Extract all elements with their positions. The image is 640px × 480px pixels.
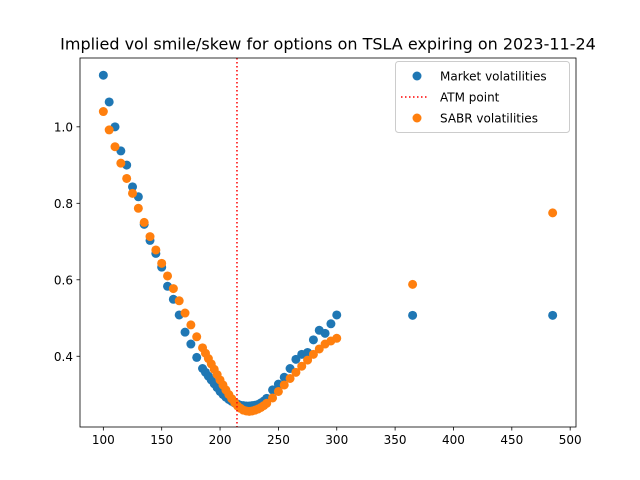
x-tick-label: 200 bbox=[209, 433, 232, 447]
series-1-point bbox=[303, 355, 313, 365]
legend-label-2: SABR volatilities bbox=[440, 112, 538, 126]
series-0-point bbox=[408, 310, 418, 320]
series-0-point bbox=[104, 97, 114, 107]
series-0-point bbox=[308, 335, 318, 345]
series-1-point bbox=[151, 245, 161, 255]
series-1-group bbox=[98, 107, 558, 416]
x-tick-label: 100 bbox=[92, 433, 115, 447]
legend-label-1: ATM point bbox=[440, 91, 500, 105]
series-1-point bbox=[104, 125, 114, 135]
series-1-point bbox=[297, 361, 307, 371]
series-1-point bbox=[408, 279, 418, 289]
series-1-point bbox=[262, 398, 272, 408]
series-1-point bbox=[133, 203, 143, 213]
series-1-point bbox=[145, 232, 155, 242]
series-0-point bbox=[98, 70, 108, 80]
y-tick-label: 0.4 bbox=[54, 350, 73, 364]
x-tick-label: 150 bbox=[150, 433, 173, 447]
series-1-point bbox=[192, 332, 202, 342]
x-tick-label: 300 bbox=[325, 433, 348, 447]
series-0-point bbox=[320, 328, 330, 338]
x-tick-label: 500 bbox=[559, 433, 582, 447]
x-tick-label: 400 bbox=[442, 433, 465, 447]
marks-layer bbox=[98, 58, 558, 427]
series-0-point bbox=[326, 319, 336, 329]
y-tick-label: 0.8 bbox=[54, 197, 73, 211]
series-1-point bbox=[128, 188, 138, 198]
series-1-point bbox=[291, 367, 301, 377]
series-1-point bbox=[273, 386, 283, 396]
legend: Market volatilities ATM point SABR volatil… bbox=[395, 61, 570, 133]
legend-label-0: Market volatilities bbox=[440, 70, 547, 84]
series-1-point bbox=[98, 107, 108, 117]
series-0-point bbox=[332, 310, 342, 320]
series-0-point bbox=[180, 327, 190, 337]
series-1-point bbox=[268, 393, 278, 403]
series-1-point bbox=[180, 308, 190, 318]
series-1-point bbox=[139, 217, 149, 227]
series-1-point bbox=[163, 271, 173, 281]
series-1-point bbox=[308, 349, 318, 359]
legend-marker-0 bbox=[412, 71, 422, 81]
series-1-point bbox=[285, 373, 295, 383]
y-tick-label: 0.6 bbox=[54, 273, 73, 287]
series-0-point bbox=[192, 352, 202, 362]
series-1-point bbox=[116, 158, 126, 168]
series-1-point bbox=[110, 142, 120, 152]
series-0-point bbox=[186, 339, 196, 349]
chart-title: Implied vol smile/skew for options on TS… bbox=[60, 35, 596, 54]
series-1-point bbox=[279, 380, 289, 390]
series-1-point bbox=[157, 258, 167, 268]
series-1-point bbox=[122, 173, 132, 183]
x-tick-label: 450 bbox=[500, 433, 523, 447]
axes-layer: 100 150 200 250 300 350 400 450 500 0.4 0.6 0.8 1.0 bbox=[54, 57, 582, 447]
series-1-point bbox=[174, 296, 184, 306]
legend-marker-2 bbox=[412, 113, 422, 123]
x-tick-label: 350 bbox=[384, 433, 407, 447]
series-1-point bbox=[186, 320, 196, 330]
series-1-point bbox=[548, 208, 558, 218]
series-1-point bbox=[168, 284, 178, 294]
legend-box bbox=[395, 61, 570, 133]
x-tick-label: 250 bbox=[267, 433, 290, 447]
series-0-point bbox=[548, 310, 558, 320]
series-0-point bbox=[128, 182, 138, 192]
axes-frame bbox=[79, 57, 577, 428]
y-tick-label: 1.0 bbox=[54, 120, 73, 134]
series-1-point bbox=[332, 333, 342, 343]
